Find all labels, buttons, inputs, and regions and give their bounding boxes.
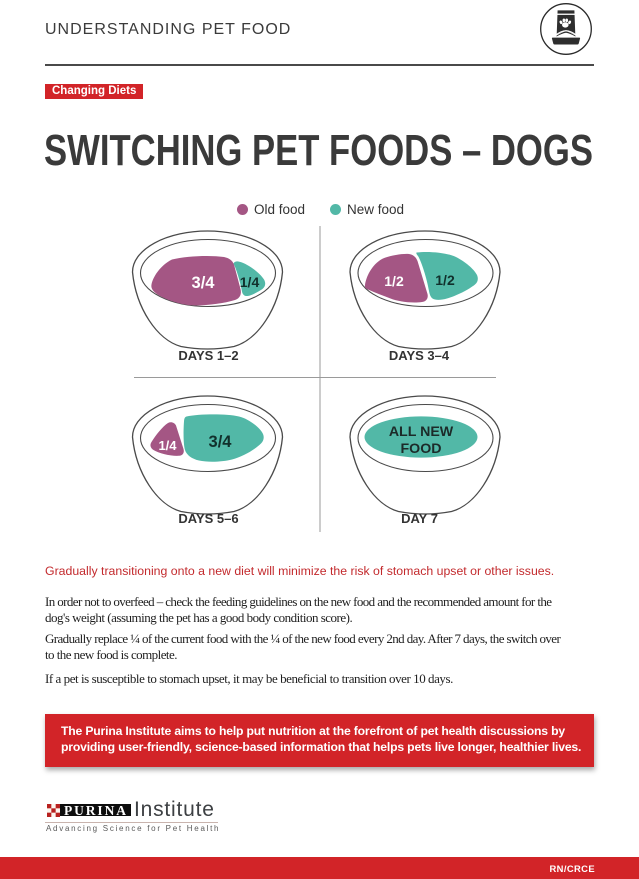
svg-text:3/4: 3/4 <box>209 433 233 451</box>
svg-text:3/4: 3/4 <box>192 274 216 292</box>
svg-text:1/2: 1/2 <box>384 273 404 289</box>
svg-text:1/4: 1/4 <box>158 438 177 453</box>
svg-text:1/2: 1/2 <box>435 272 455 288</box>
svg-text:FOOD: FOOD <box>401 441 442 457</box>
svg-text:1/4: 1/4 <box>240 274 260 290</box>
svg-text:DAYS 3–4: DAYS 3–4 <box>389 348 450 363</box>
svg-text:ALL NEW: ALL NEW <box>389 424 454 440</box>
svg-text:DAYS 1–2: DAYS 1–2 <box>178 348 238 363</box>
svg-text:DAY 7: DAY 7 <box>401 511 438 526</box>
svg-text:DAYS 5–6: DAYS 5–6 <box>178 511 238 526</box>
